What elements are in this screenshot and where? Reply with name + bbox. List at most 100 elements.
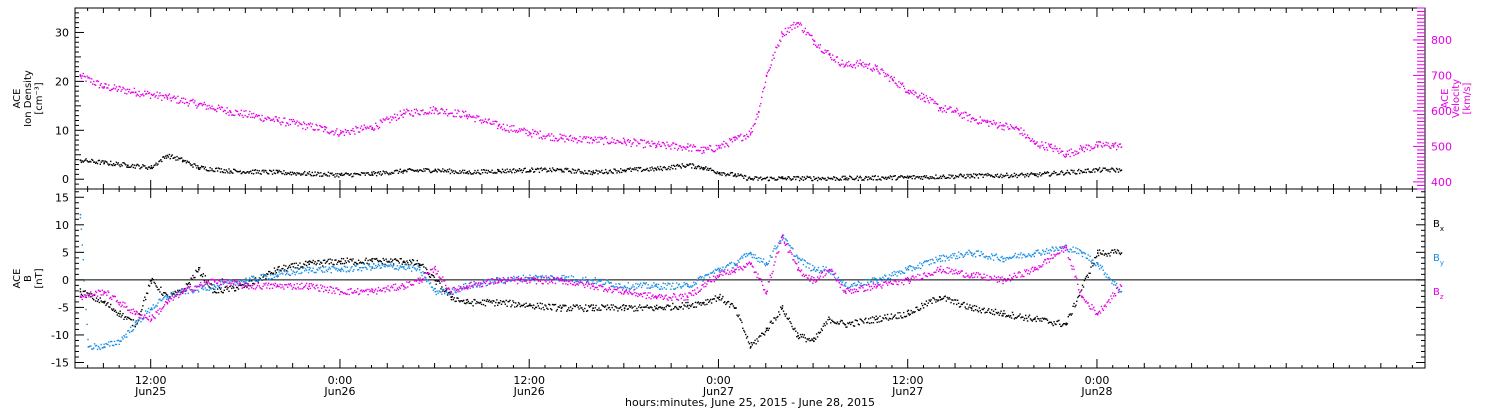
- by-series-point: [354, 264, 356, 267]
- velocity-series-point: [752, 125, 754, 127]
- by-series-point: [776, 247, 778, 249]
- bx-series-datapoint: [702, 301, 705, 304]
- density-series-point: [990, 175, 992, 177]
- by-series-point: [296, 270, 298, 273]
- bx-series-point: [196, 270, 198, 273]
- velocity-series-point: [632, 142, 634, 144]
- bx-series-point: [278, 265, 280, 268]
- velocity-series-point: [346, 130, 348, 132]
- by-series-point: [465, 287, 468, 289]
- density-series-point: [562, 170, 564, 172]
- density-series-point: [90, 161, 92, 163]
- velocity-series-point: [604, 136, 606, 139]
- velocity-series-point: [727, 144, 729, 147]
- velocity-series-point: [704, 146, 706, 148]
- by-series-point: [1004, 257, 1006, 259]
- density-series-point: [668, 165, 670, 168]
- density-series-point: [890, 176, 893, 178]
- bx-series-point: [959, 305, 962, 308]
- velocity-series-point: [439, 112, 441, 114]
- bx-series-point: [1065, 322, 1068, 324]
- bx-series-point: [471, 301, 473, 303]
- bx-series-point: [143, 299, 145, 302]
- bx-series-point: [1004, 312, 1006, 315]
- density-series-point: [743, 177, 745, 179]
- by-series-point: [430, 286, 433, 288]
- bx-series-point: [616, 307, 618, 309]
- density-axis-label: [cm⁻³]: [34, 82, 45, 114]
- density-series-point: [1066, 169, 1069, 172]
- density-series-point: [901, 175, 903, 177]
- bx-series-point: [347, 260, 349, 262]
- density-series-point: [427, 168, 429, 170]
- bx-series-point: [559, 304, 561, 307]
- bx-series-point: [483, 299, 486, 302]
- density-series-point: [1040, 175, 1042, 177]
- by-series-point: [996, 256, 999, 259]
- bx-series-point: [1047, 322, 1050, 324]
- x-tick-label-time: 0:00: [706, 374, 731, 387]
- bx-series-point: [296, 267, 298, 269]
- bx-series-point: [187, 283, 189, 285]
- by-series-point: [156, 305, 158, 307]
- velocity-series-point: [871, 70, 874, 72]
- velocity-series-datapoint: [276, 119, 279, 122]
- density-series-point: [214, 170, 216, 173]
- velocity-series-point: [953, 111, 955, 113]
- density-series-point: [886, 177, 889, 179]
- by-series-point: [383, 265, 385, 267]
- density-series-datapoint: [781, 177, 784, 180]
- bx-series-point: [638, 306, 640, 308]
- bx-series-point: [614, 305, 616, 308]
- velocity-series-point: [868, 64, 870, 66]
- by-series-point: [1020, 252, 1022, 254]
- density-series-point: [674, 168, 677, 170]
- velocity-series-point: [261, 114, 263, 117]
- velocity-series-point: [337, 134, 339, 136]
- bx-series-point: [641, 309, 644, 311]
- bx-series-point: [626, 308, 629, 310]
- velocity-series-point: [280, 124, 282, 126]
- density-series-point: [361, 172, 364, 174]
- bx-series-point: [761, 332, 763, 334]
- velocity-series-point: [255, 114, 258, 116]
- bx-series-point: [432, 275, 435, 277]
- by-series-point: [987, 258, 989, 260]
- velocity-series-point: [122, 86, 124, 88]
- velocity-series-point: [1046, 149, 1049, 151]
- velocity-series-point: [830, 57, 832, 59]
- bx-series-point: [510, 306, 512, 308]
- density-series-point: [704, 167, 706, 169]
- bx-series-point: [84, 290, 86, 292]
- density-series-point: [541, 169, 543, 172]
- bx-series-point: [306, 261, 309, 264]
- bx-series-point: [374, 258, 376, 260]
- velocity-series-point: [738, 136, 740, 138]
- bx-series-point: [631, 307, 633, 309]
- velocity-series-point: [1025, 137, 1027, 139]
- density-series-point: [938, 177, 941, 179]
- b-tick-label: -15: [51, 356, 69, 369]
- density-series-point: [1011, 176, 1014, 178]
- by-series-point: [911, 269, 913, 272]
- velocity-series-point: [944, 105, 946, 107]
- density-series-point: [484, 171, 487, 174]
- bx-series-point: [612, 304, 614, 306]
- velocity-series-point: [1109, 147, 1111, 149]
- by-series-point: [980, 251, 982, 253]
- velocity-series-point: [372, 128, 374, 130]
- bx-series-point: [1013, 318, 1016, 320]
- velocity-series-point: [696, 149, 699, 152]
- bx-series-point: [241, 284, 243, 286]
- velocity-series-point: [1103, 145, 1105, 147]
- density-series-point: [340, 172, 343, 175]
- bx-series-point: [112, 308, 115, 310]
- density-series-point: [280, 171, 282, 173]
- bx-series-point: [354, 261, 356, 264]
- by-series-point: [923, 260, 926, 263]
- by-series-point: [380, 267, 382, 269]
- density-series-point: [488, 171, 490, 173]
- bx-series-point: [292, 266, 294, 268]
- velocity-series-point: [570, 139, 573, 141]
- bx-series-point: [821, 329, 823, 332]
